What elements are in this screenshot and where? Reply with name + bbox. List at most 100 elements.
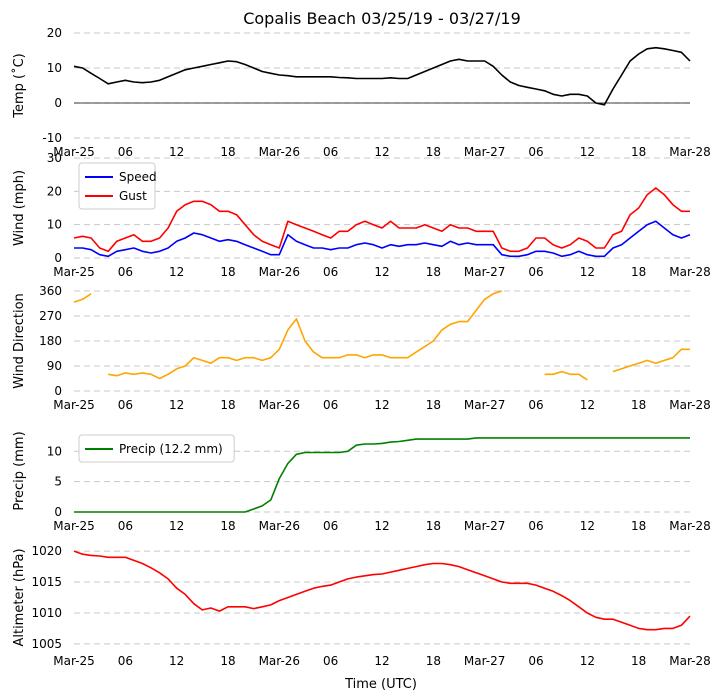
x-tick-label-altimeter-2: 12 <box>169 654 184 668</box>
x-tick-label-wind_speed-12: Mar-28 <box>669 265 710 279</box>
x-tick-label-altimeter-10: 12 <box>580 654 595 668</box>
x-tick-label-wind_speed-11: 18 <box>631 265 646 279</box>
y-tick-label-precipitation-1: 5 <box>54 475 62 489</box>
x-tick-label-wind_direction-5: 06 <box>323 398 338 412</box>
x-tick-label-wind_direction-2: 12 <box>169 398 184 412</box>
x-tick-label-altimeter-0: Mar-25 <box>53 654 94 668</box>
x-tick-label-wind_direction-7: 18 <box>426 398 441 412</box>
x-tick-label-temperature-1: 06 <box>118 145 133 159</box>
x-tick-label-precipitation-4: Mar-26 <box>259 519 300 533</box>
series-line-wind_direction-0 <box>73 290 690 381</box>
x-tick-label-wind_direction-11: 18 <box>631 398 646 412</box>
x-tick-label-wind_direction-4: Mar-26 <box>259 398 300 412</box>
y-tick-label-temperature-3: 20 <box>47 26 62 40</box>
series-line-altimeter-0 <box>73 550 691 631</box>
x-tick-label-precipitation-3: 18 <box>220 519 235 533</box>
x-tick-label-temperature-7: 18 <box>426 145 441 159</box>
x-tick-label-wind_speed-10: 12 <box>580 265 595 279</box>
y-tick-label-wind_speed-3: 30 <box>47 151 62 165</box>
x-tick-label-wind_direction-0: Mar-25 <box>53 398 94 412</box>
panel-wind_speed: 0 10 20 30 Mar-25 06 12 18 Mar-26 06 12 18 Mar-27 06 1… <box>12 151 711 279</box>
x-tick-label-wind_speed-7: 18 <box>426 265 441 279</box>
y-tick-label-altimeter-3: 1020 <box>31 544 62 558</box>
legend-wind_speed <box>78 162 156 210</box>
x-tick-label-temperature-10: 12 <box>580 145 595 159</box>
x-tick-label-altimeter-7: 18 <box>426 654 441 668</box>
x-tick-label-temperature-12: Mar-28 <box>669 145 710 159</box>
series-line-precipitation-0 <box>74 437 690 513</box>
series-line-temperature-0 <box>73 46 691 106</box>
y-tick-label-wind_direction-3: 270 <box>39 309 62 323</box>
x-tick-label-temperature-3: 18 <box>220 145 235 159</box>
x-tick-label-wind_direction-6: 12 <box>374 398 389 412</box>
x-tick-label-altimeter-3: 18 <box>220 654 235 668</box>
x-tick-label-wind_speed-8: Mar-27 <box>464 265 505 279</box>
x-tick-label-altimeter-6: 12 <box>374 654 389 668</box>
x-tick-label-precipitation-8: Mar-27 <box>464 519 505 533</box>
x-tick-label-altimeter-12: Mar-28 <box>669 654 710 668</box>
x-tick-label-wind_direction-3: 18 <box>220 398 235 412</box>
x-tick-label-wind_speed-3: 18 <box>220 265 235 279</box>
x-tick-label-precipitation-10: 12 <box>580 519 595 533</box>
y-tick-label-wind_direction-1: 90 <box>47 359 62 373</box>
y-axis-title-altimeter: Altimeter (hPa) <box>12 548 27 646</box>
y-tick-label-wind_speed-2: 20 <box>47 184 62 198</box>
x-tick-label-wind_direction-8: Mar-27 <box>464 398 505 412</box>
series-line-wind_speed-0 <box>74 220 691 258</box>
x-tick-label-wind_speed-0: Mar-25 <box>53 265 94 279</box>
x-tick-label-temperature-6: 12 <box>374 145 389 159</box>
x-axis-title: Time (UTC) <box>344 677 417 692</box>
x-tick-label-precipitation-6: 12 <box>374 519 389 533</box>
x-tick-label-altimeter-1: 06 <box>118 654 133 668</box>
x-tick-label-wind_direction-9: 06 <box>528 398 543 412</box>
y-tick-label-wind_direction-0: 0 <box>54 384 62 398</box>
x-tick-label-temperature-0: Mar-25 <box>53 145 94 159</box>
x-tick-label-precipitation-7: 18 <box>426 519 441 533</box>
y-tick-label-altimeter-1: 1010 <box>31 606 62 620</box>
figure-title: Copalis Beach 03/25/19 - 03/27/19 <box>243 9 521 28</box>
y-tick-label-temperature-2: 10 <box>47 61 62 75</box>
y-tick-label-altimeter-0: 1005 <box>31 637 62 651</box>
x-tick-label-precipitation-11: 18 <box>631 519 646 533</box>
x-tick-label-altimeter-9: 06 <box>528 654 543 668</box>
x-tick-label-wind_direction-1: 06 <box>118 398 133 412</box>
y-tick-label-temperature-1: 0 <box>54 96 62 110</box>
panel-temperature: -10 0 10 20 Mar-25 06 12 18 Mar-26 06 12 18 Mar-27 06… <box>11 26 711 159</box>
x-tick-label-temperature-11: 18 <box>631 145 646 159</box>
x-tick-label-wind_speed-1: 06 <box>118 265 133 279</box>
x-tick-label-precipitation-5: 06 <box>323 519 338 533</box>
x-tick-label-temperature-5: 06 <box>323 145 338 159</box>
x-tick-label-wind_speed-6: 12 <box>374 265 389 279</box>
y-tick-label-wind_direction-4: 360 <box>39 284 62 298</box>
y-tick-label-temperature-0: -10 <box>42 131 62 145</box>
y-axis-title-wind_speed: Wind (mph) <box>12 170 27 246</box>
x-tick-label-wind_speed-5: 06 <box>323 265 338 279</box>
x-tick-label-wind_speed-9: 06 <box>528 265 543 279</box>
legend-label-wind_speed-1: Gust <box>119 189 147 203</box>
x-tick-label-altimeter-8: Mar-27 <box>464 654 505 668</box>
y-tick-label-wind_direction-2: 180 <box>39 334 62 348</box>
x-tick-label-wind_speed-4: Mar-26 <box>259 265 300 279</box>
x-tick-label-precipitation-0: Mar-25 <box>53 519 94 533</box>
panel-altimeter: 1005 1010 1015 1020 Mar-25 06 12 18 Mar-26 06 12 18… <box>12 544 711 668</box>
x-tick-label-temperature-4: Mar-26 <box>259 145 300 159</box>
panel-precipitation: 0 5 10 Mar-25 06 12 18 Mar-26 06 12 18 Mar-27 06 12 18… <box>12 431 711 533</box>
y-tick-label-precipitation-2: 10 <box>47 444 62 458</box>
x-tick-label-temperature-2: 12 <box>169 145 184 159</box>
series-line-wind_speed-1 <box>73 187 690 253</box>
panel-wind_direction: 0 90 180 270 360 Mar-25 06 12 18 Mar-26 06 12 18 Mar-… <box>12 284 711 412</box>
y-axis-title-temperature: Temp (˚C) <box>11 53 27 119</box>
x-tick-label-temperature-9: 06 <box>528 145 543 159</box>
x-tick-label-temperature-8: Mar-27 <box>464 145 505 159</box>
x-tick-label-altimeter-11: 18 <box>631 654 646 668</box>
y-tick-label-altimeter-2: 1015 <box>31 575 62 589</box>
x-tick-label-altimeter-4: Mar-26 <box>259 654 300 668</box>
legend-precipitation <box>78 434 235 463</box>
x-tick-label-wind_direction-12: Mar-28 <box>669 398 710 412</box>
x-tick-label-precipitation-2: 12 <box>169 519 184 533</box>
y-axis-title-wind_direction: Wind Direction <box>12 293 27 389</box>
x-tick-label-precipitation-12: Mar-28 <box>669 519 710 533</box>
y-tick-label-wind_speed-0: 0 <box>54 251 62 265</box>
x-tick-label-wind_direction-10: 12 <box>580 398 595 412</box>
